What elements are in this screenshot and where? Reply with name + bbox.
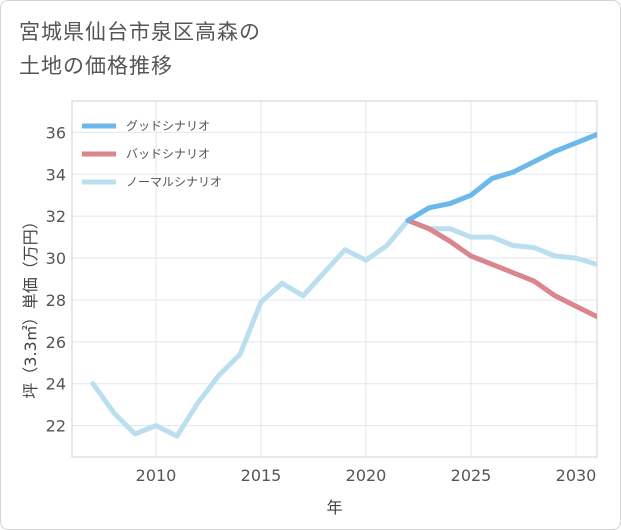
x-tick-label: 2010: [136, 466, 177, 485]
x-tick-label: 2030: [556, 466, 597, 485]
y-tick-label: 36: [46, 123, 66, 142]
grid-lines: [72, 101, 597, 457]
legend-label: グッドシナリオ: [126, 119, 210, 133]
y-tick-label: 34: [46, 165, 66, 184]
x-tick-label: 2020: [346, 466, 387, 485]
y-tick-label: 32: [46, 207, 66, 226]
legend-label: バッドシナリオ: [126, 147, 210, 161]
series-line-2: [90, 217, 597, 439]
tick-labels: 2010 2015 2020 2025 2030 22 24 26 28 30 32 34 36: [46, 123, 597, 485]
series-lines: [90, 132, 597, 439]
y-axis-title: 坪（3.3㎡）単価（万円）: [21, 213, 40, 398]
y-tick-label: 28: [46, 291, 66, 310]
y-tick-label: 30: [46, 249, 66, 268]
plot-frame: [71, 100, 598, 458]
x-axis-title: 年: [326, 498, 342, 517]
y-tick-label: 24: [46, 375, 66, 394]
y-tick-label: 26: [46, 333, 66, 352]
legend-label: ノーマルシナリオ: [126, 175, 222, 189]
y-tick-label: 22: [46, 417, 66, 436]
x-tick-label: 2025: [451, 466, 492, 485]
series-line-1: [405, 217, 597, 320]
chart-title: 宮城県仙台市泉区高森の 土地の価格推移: [19, 20, 261, 78]
x-tick-label: 2015: [241, 466, 282, 485]
series-line-0: [405, 132, 597, 223]
